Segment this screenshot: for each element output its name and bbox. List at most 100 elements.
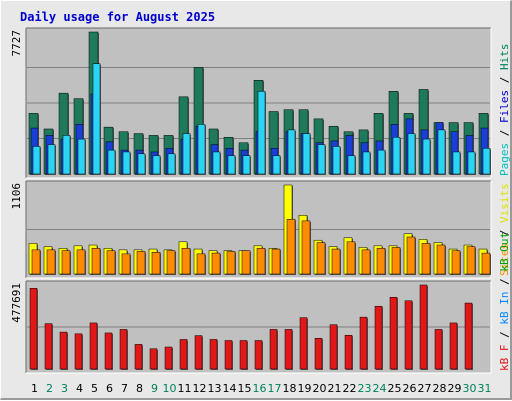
- x-tick-label: 10: [163, 382, 177, 395]
- x-tick-label: 30: [463, 382, 477, 395]
- legend-panel-1: Pages / Files / Hits: [498, 44, 511, 177]
- x-tick-label: 8: [136, 382, 143, 395]
- sites-bar: [136, 251, 146, 275]
- kb-bar: [284, 329, 293, 370]
- x-tick-label: 11: [178, 382, 192, 395]
- sites-bar: [91, 247, 101, 275]
- kb-bar: [194, 335, 203, 370]
- kb-bar: [359, 316, 368, 370]
- pages-bar: [62, 135, 71, 175]
- legend-kbf: kB F: [498, 345, 511, 372]
- x-tick-label: 29: [448, 382, 462, 395]
- kb-bar: [179, 339, 188, 370]
- sites-bar: [166, 250, 176, 275]
- x-tick-label: 26: [403, 382, 417, 395]
- kb-bar: [29, 288, 38, 370]
- sites-bar: [106, 250, 116, 275]
- legend-kbout: kB Out: [498, 232, 511, 272]
- kb-bar: [404, 300, 413, 370]
- sites-bar: [31, 249, 41, 275]
- pages-bar: [392, 136, 401, 175]
- pages-bar: [347, 155, 356, 175]
- legend-separator: /: [498, 70, 511, 90]
- kb-bar: [44, 323, 53, 370]
- pages-bar: [227, 155, 236, 175]
- pages-bar: [242, 155, 251, 175]
- kb-bar: [449, 322, 458, 370]
- legend-sites: Sites: [498, 243, 511, 276]
- kb-bar: [59, 331, 68, 370]
- x-tick-label: 24: [373, 382, 387, 395]
- kb-bar: [419, 284, 428, 370]
- kb-bar: [224, 340, 233, 370]
- sites-bar: [406, 236, 416, 275]
- pages-bar: [32, 146, 41, 175]
- sites-bar: [316, 242, 326, 275]
- legend-separator: /: [498, 123, 511, 143]
- sites-bar: [196, 253, 206, 275]
- sites-bar: [466, 246, 476, 275]
- kb-bar: [344, 334, 353, 370]
- x-tick-label: 4: [76, 382, 83, 395]
- kb-bar: [269, 329, 278, 370]
- pages-bar: [47, 144, 56, 175]
- x-tick-label: 18: [283, 382, 297, 395]
- kb-bar: [329, 324, 338, 370]
- sites-bar: [346, 241, 356, 275]
- pages-bar: [302, 133, 311, 175]
- x-tick-label: 17: [268, 382, 282, 395]
- x-tick-label: 31: [478, 382, 492, 395]
- kb-bar: [254, 340, 263, 370]
- kb-bar: [119, 329, 128, 370]
- x-tick-label: 6: [106, 382, 113, 395]
- pages-bar: [92, 63, 101, 175]
- kb-bar: [149, 348, 158, 370]
- pages-bar: [332, 146, 341, 175]
- legend-hits: Hits: [498, 44, 511, 71]
- x-tick-label: 12: [193, 382, 207, 395]
- ymax-label-3: 477691: [10, 283, 23, 323]
- x-tick-label: 9: [151, 382, 158, 395]
- x-tick-label: 13: [208, 382, 222, 395]
- x-tick-label: 28: [433, 382, 447, 395]
- x-tick-label: 16: [253, 382, 267, 395]
- pages-bar: [317, 144, 326, 175]
- legend-pages: Pages: [498, 143, 511, 176]
- sites-bar: [151, 252, 161, 275]
- sites-bar: [121, 253, 131, 275]
- x-tick-label: 15: [238, 382, 252, 395]
- sites-bar: [481, 252, 491, 275]
- pages-bar: [122, 151, 131, 175]
- kb-bar: [374, 305, 383, 370]
- x-tick-label: 25: [388, 382, 402, 395]
- x-tick-label: 19: [298, 382, 312, 395]
- sites-bar: [451, 250, 461, 275]
- kb-bar: [299, 317, 308, 370]
- legend-files: Files: [498, 90, 511, 123]
- pages-bar: [257, 91, 266, 175]
- pages-bar: [182, 133, 191, 175]
- sites-bar: [271, 248, 281, 275]
- sites-bar: [361, 249, 371, 275]
- pages-bar: [287, 129, 296, 175]
- pages-bar: [452, 151, 461, 175]
- ymax-label-2: 1106: [10, 183, 23, 210]
- kb-bar: [209, 339, 218, 370]
- pages-bar: [272, 155, 281, 175]
- sites-bar: [61, 250, 71, 275]
- kb-bar: [389, 297, 398, 370]
- x-tick-label: 27: [418, 382, 432, 395]
- sites-bar: [226, 251, 236, 275]
- sites-bar: [421, 243, 431, 275]
- kb-bar: [314, 337, 323, 370]
- x-tick-label: 3: [61, 382, 68, 395]
- pages-bar: [482, 148, 491, 175]
- x-tick-label: 21: [328, 382, 342, 395]
- pages-bar: [362, 151, 371, 175]
- kb-bar: [239, 340, 248, 370]
- legend-separator: /: [498, 325, 511, 345]
- pages-bar: [77, 138, 86, 175]
- ymax-label-1: 7727: [10, 30, 23, 57]
